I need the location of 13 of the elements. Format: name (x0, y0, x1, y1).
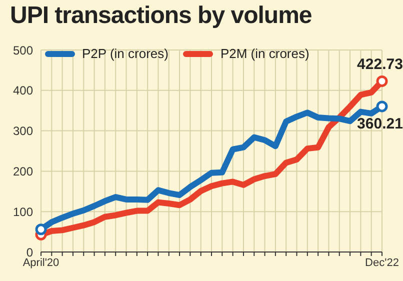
data-label: 360.21 (357, 115, 403, 132)
legend-label: P2P (in crores) (82, 46, 168, 61)
y-tick-label: 200 (12, 164, 34, 178)
y-tick-label: 100 (12, 204, 34, 219)
x-tick-label: April'20 (22, 256, 60, 269)
y-tick-label: 300 (12, 124, 34, 138)
y-tick-label: 400 (12, 84, 34, 98)
y-tick-label: 0 (26, 245, 34, 260)
data-label: 422.73 (357, 56, 403, 74)
legend-label: P2M (in crores) (220, 46, 310, 61)
y-tick-label: 500 (12, 43, 34, 58)
x-tick-label: Dec'22 (365, 256, 399, 269)
chart-title: UPI transactions by volume (10, 2, 312, 30)
